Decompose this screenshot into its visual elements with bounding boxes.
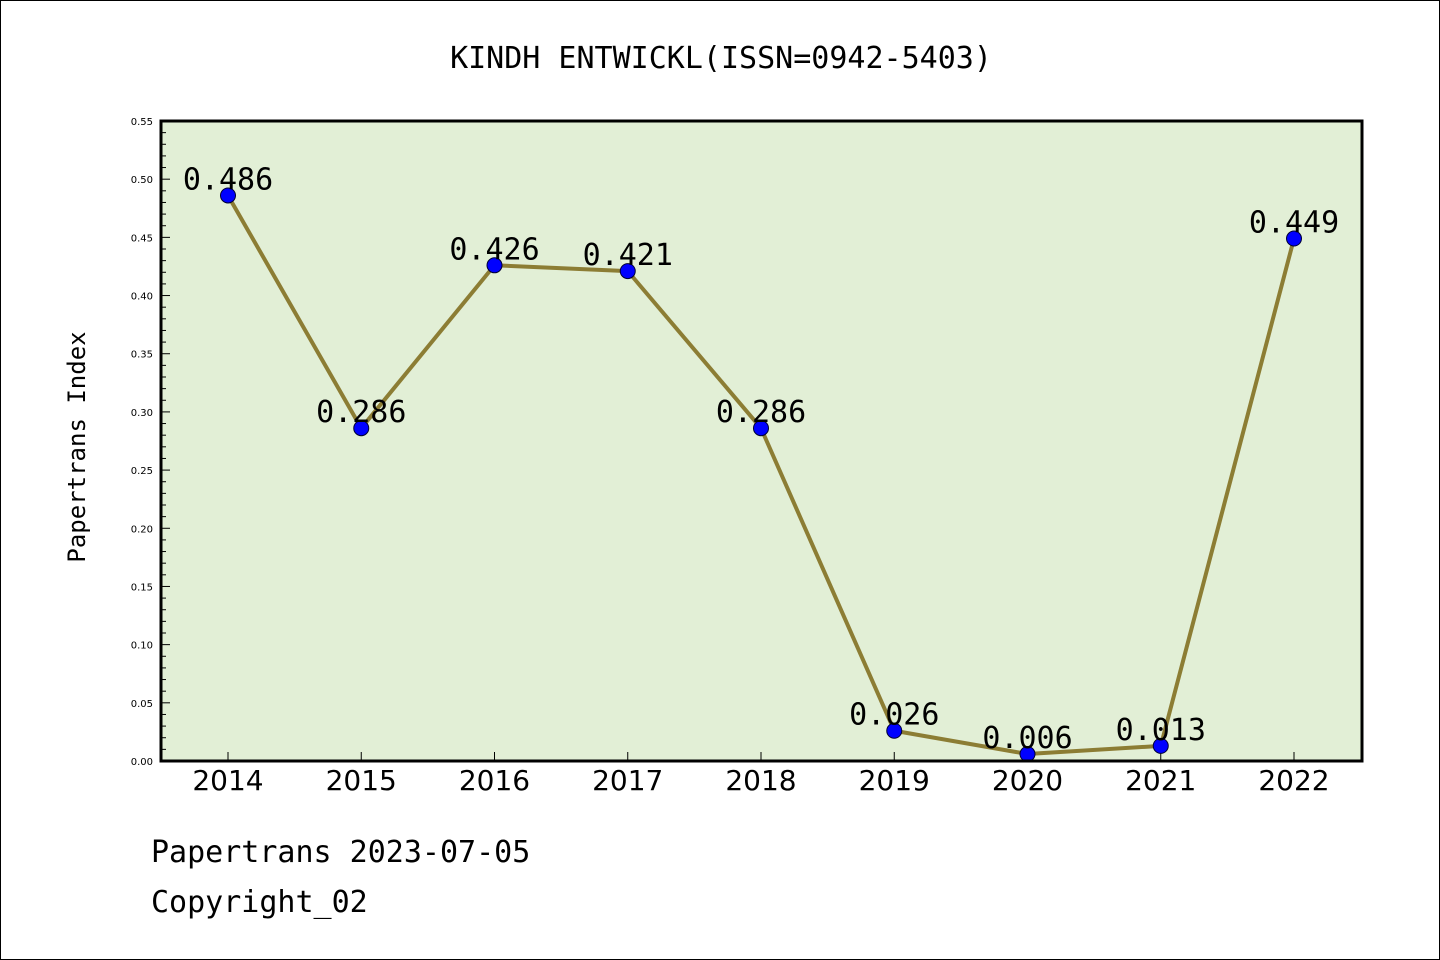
y-tick-label: 0.15 — [131, 582, 153, 593]
data-markers — [220, 187, 1302, 763]
plot-area — [161, 121, 1362, 761]
x-tick-label: 2019 — [859, 764, 930, 797]
x-tick-label: 2017 — [592, 764, 663, 797]
x-tick-label: 2014 — [192, 764, 263, 797]
x-tick-label: 2018 — [725, 764, 796, 797]
plot-border — [159, 119, 1364, 763]
data-point — [753, 420, 769, 437]
data-label: 0.286 — [316, 395, 406, 430]
data-point — [1286, 230, 1302, 247]
data-label: 0.449 — [1249, 206, 1339, 241]
x-tick-label: 2016 — [459, 764, 530, 797]
data-point — [1152, 737, 1169, 754]
data-point — [619, 263, 636, 280]
data-label: 0.421 — [583, 238, 673, 273]
y-tick-label: 0.40 — [131, 292, 153, 303]
footer-copyright: Copyright_02 — [151, 885, 368, 920]
data-label: 0.286 — [716, 395, 806, 430]
x-axis: 2014 2015 2016 2017 2018 2019 2020 2021 2022 — [192, 752, 1330, 797]
data-label: 0.013 — [1116, 713, 1206, 748]
y-tick-label: 0.45 — [131, 233, 153, 244]
x-tick-label: 2015 — [326, 764, 397, 797]
x-tick-label: 2020 — [992, 764, 1063, 797]
data-point — [486, 257, 503, 274]
data-label: 0.026 — [849, 698, 939, 733]
y-tick-label: 0.50 — [131, 175, 153, 186]
y-tick-label: 0.30 — [131, 408, 153, 419]
y-tick-label: 0.25 — [131, 466, 153, 477]
data-label: 0.006 — [982, 721, 1072, 756]
footer-date: Papertrans 2023-07-05 — [151, 835, 531, 870]
y-tick-label: 0.00 — [131, 757, 153, 768]
data-label: 0.426 — [449, 232, 539, 267]
x-tick-label: 2022 — [1258, 764, 1329, 797]
y-tick-label: 0.10 — [131, 641, 153, 652]
x-tick-label: 2021 — [1125, 764, 1196, 797]
data-label: 0.486 — [183, 162, 273, 197]
data-point — [353, 420, 370, 437]
y-axis-label: Papertrans Index — [63, 331, 91, 562]
data-point — [220, 187, 236, 204]
y-tick-label: 0.20 — [131, 524, 153, 535]
chart-title: KINDH ENTWICKL(ISSN=0942-5403) — [450, 41, 992, 76]
y-tick-label: 0.05 — [131, 699, 153, 710]
data-point — [886, 722, 903, 739]
y-tick-label: 0.35 — [131, 350, 153, 361]
y-axis: 0.00 0.05 0.10 0.15 0.20 0.25 0.30 0.35 0.40 0.45… — [131, 117, 170, 768]
y-tick-label: 0.55 — [131, 117, 153, 128]
data-labels: 0.486 0.286 0.426 0.421 0.286 0.026 0.006 0.013… — [183, 162, 1339, 756]
